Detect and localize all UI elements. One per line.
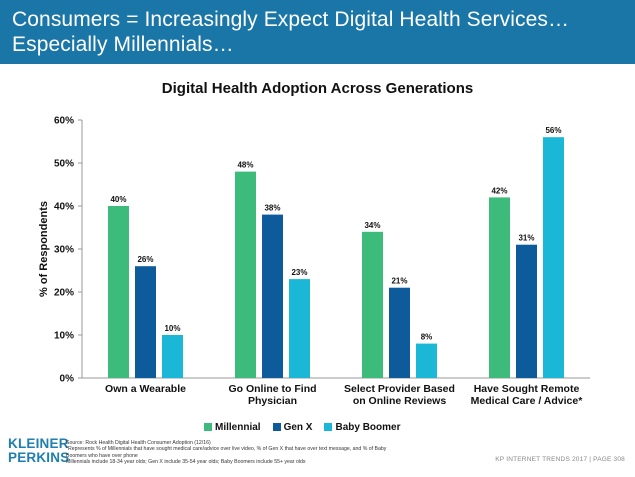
- legend-item: Millennial: [204, 422, 261, 433]
- header-banner: Consumers = Increasingly Expect Digital …: [0, 0, 635, 64]
- y-tick-label: 60%: [54, 116, 74, 127]
- x-tick-label: on Online Reviews: [353, 395, 447, 407]
- x-tick-label: Medical Care / Advice*: [471, 395, 584, 407]
- bar-value-label: 10%: [164, 324, 180, 333]
- source-line-4: Millennials include 18-34 year olds; Gen…: [66, 458, 306, 465]
- x-tick-label: Own a Wearable: [105, 383, 186, 395]
- bar-value-label: 23%: [291, 268, 307, 277]
- bar-baby-boomer: [162, 335, 183, 378]
- x-tick-label: Have Sought Remote: [474, 383, 580, 395]
- legend-label: Gen X: [283, 421, 313, 433]
- slide-title-line-2: Especially Millennials…: [12, 33, 234, 56]
- bar-value-label: 34%: [364, 221, 380, 230]
- bar-gen-x: [135, 266, 156, 378]
- bar-value-label: 38%: [264, 204, 280, 213]
- bar-value-label: 31%: [518, 234, 534, 243]
- kleiner-perkins-logo: KLEINER PERKINS: [8, 436, 70, 465]
- legend-label: Baby Boomer: [335, 421, 401, 433]
- bar-baby-boomer: [416, 343, 437, 378]
- chart-legend: Millennial Gen X Baby Boomer: [204, 420, 400, 434]
- bar-value-label: 56%: [545, 126, 561, 135]
- y-tick-label: 10%: [54, 331, 74, 342]
- source-note: Source: Rock Health Digital Health Consu…: [66, 440, 466, 465]
- bar-value-label: 21%: [391, 277, 407, 286]
- bar-value-label: 42%: [491, 186, 507, 195]
- chart-title: Digital Health Adoption Across Generatio…: [161, 80, 474, 97]
- bar-gen-x: [389, 287, 410, 378]
- logo-line-1: KLEINER: [8, 436, 69, 451]
- y-tick-label: 0%: [60, 374, 75, 385]
- slide-title-line-1: Consumers = Increasingly Expect Digital …: [12, 8, 570, 31]
- bar-value-label: 8%: [421, 333, 433, 342]
- page-footer: KP INTERNET TRENDS 2017 | PAGE 308: [495, 456, 625, 463]
- x-tick-label: Physician: [248, 395, 297, 407]
- y-tick-label: 30%: [54, 245, 74, 256]
- legend-label: Millennial: [215, 421, 261, 433]
- y-tick-label: 40%: [54, 202, 74, 213]
- logo-line-2: PERKINS: [8, 450, 70, 465]
- bar-millennial: [235, 171, 256, 378]
- bar-value-label: 40%: [110, 195, 126, 204]
- bar-millennial: [362, 231, 383, 378]
- bar-millennial: [489, 197, 510, 378]
- y-tick-label: 50%: [54, 159, 74, 170]
- legend-swatch: [272, 423, 281, 431]
- legend-item: Gen X: [272, 421, 313, 433]
- x-tick-label: Select Provider Based: [344, 383, 455, 395]
- source-line-3: Boomers who have over phone: [66, 452, 138, 459]
- y-tick-label: 20%: [54, 288, 74, 299]
- bar-value-label: 48%: [237, 161, 253, 170]
- source-line-2: *Represents % of Millennials that have s…: [66, 446, 387, 453]
- bar-millennial: [108, 206, 129, 378]
- bar-value-label: 26%: [137, 255, 153, 264]
- bar-baby-boomer: [289, 279, 310, 378]
- source-line-1: Source: Rock Health Digital Health Consu…: [66, 440, 211, 446]
- legend-item: Baby Boomer: [324, 422, 400, 433]
- x-tick-label: Go Online to Find: [228, 383, 316, 395]
- bar-gen-x: [516, 244, 537, 378]
- legend-swatch: [204, 423, 212, 431]
- bar-gen-x: [262, 214, 283, 378]
- bar-baby-boomer: [543, 137, 564, 378]
- y-axis-label: % of Respondents: [38, 201, 50, 297]
- slide-title: Consumers = Increasingly Expect Digital …: [12, 7, 627, 57]
- legend-swatch: [324, 423, 333, 431]
